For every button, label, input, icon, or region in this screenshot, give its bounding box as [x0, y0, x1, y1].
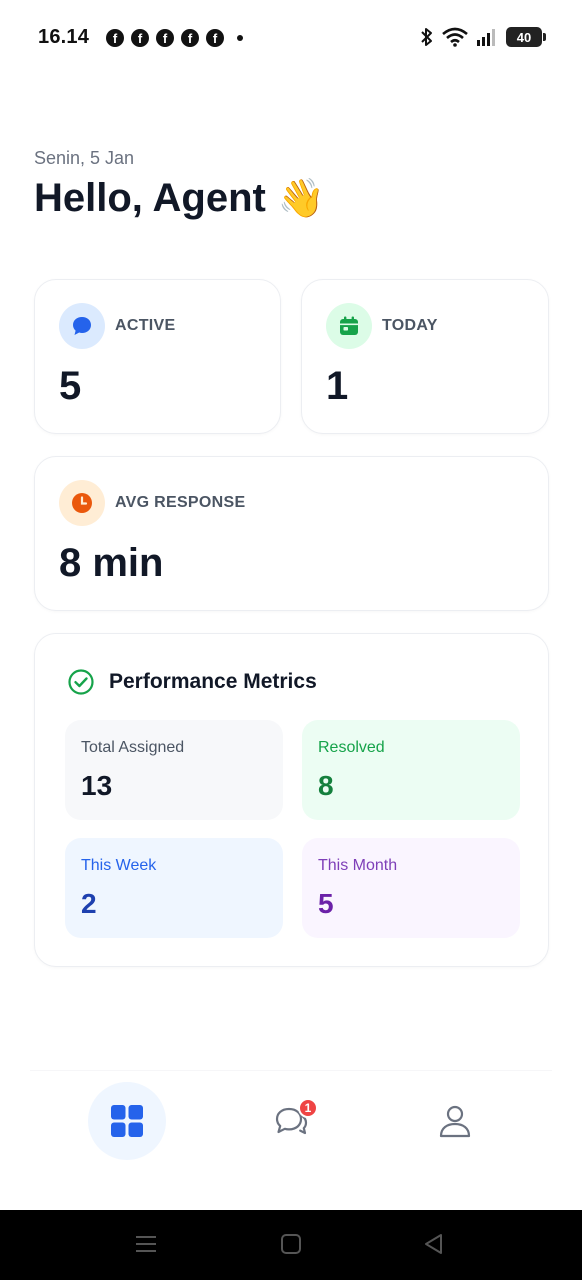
- chat-bubbles-icon: [275, 1107, 308, 1135]
- facebook-icon: f: [181, 29, 199, 47]
- today-stat-card[interactable]: TODAY 1: [301, 279, 549, 434]
- clock-icon: [59, 480, 105, 526]
- status-bar: 16.14 f f f f f 40: [0, 0, 582, 76]
- metric-label: Resolved: [318, 739, 385, 756]
- status-time: 16.14: [38, 26, 90, 48]
- performance-header: Performance Metrics: [67, 668, 317, 696]
- user-icon: [439, 1105, 471, 1138]
- wifi-icon: [442, 27, 468, 47]
- nav-chats[interactable]: 1: [252, 1082, 330, 1160]
- nav-dashboard[interactable]: [88, 1082, 166, 1160]
- avg-response-stat-card[interactable]: AVG RESPONSE 8 min: [34, 456, 549, 611]
- active-stat-card[interactable]: ACTIVE 5: [34, 279, 281, 434]
- metric-label: This Week: [81, 857, 157, 874]
- recent-apps-icon[interactable]: [134, 1232, 158, 1256]
- metric-value: 5: [318, 888, 334, 919]
- greeting-text: Hello, Agent: [34, 176, 266, 220]
- current-date: Senin, 5 Jan: [34, 148, 135, 168]
- bluetooth-icon: [421, 28, 432, 46]
- signal-icon: [477, 29, 495, 46]
- more-notifications-dot: [237, 35, 243, 41]
- metric-label: This Month: [318, 857, 398, 874]
- grid-icon: [111, 1105, 143, 1137]
- avg-response-value: 8 min: [59, 541, 164, 585]
- unread-badge: 1: [298, 1098, 318, 1118]
- greeting-heading: Hello, Agent 👋: [34, 176, 325, 221]
- waving-hand-emoji: 👋: [277, 177, 326, 220]
- active-label: ACTIVE: [115, 317, 176, 334]
- notification-icons: f f f f f: [106, 29, 243, 47]
- system-navigation-bar: [0, 1210, 582, 1280]
- check-circle-icon: [68, 669, 94, 695]
- system-icons: 40: [420, 26, 546, 48]
- nav-profile[interactable]: [416, 1082, 494, 1160]
- avg-response-label: AVG RESPONSE: [115, 494, 246, 511]
- back-icon[interactable]: [422, 1232, 446, 1256]
- active-value: 5: [59, 364, 82, 408]
- battery-icon: 40: [506, 27, 546, 47]
- today-value: 1: [326, 364, 349, 408]
- metric-value: 8: [318, 770, 334, 801]
- metric-this-month: This Month 5: [302, 838, 520, 938]
- today-label: TODAY: [382, 317, 438, 334]
- metric-resolved: Resolved 8: [302, 720, 520, 820]
- calendar-icon: [326, 303, 372, 349]
- home-icon[interactable]: [279, 1232, 303, 1256]
- bottom-navigation: 1: [30, 1070, 552, 1180]
- facebook-icon: f: [131, 29, 149, 47]
- performance-title: Performance Metrics: [109, 670, 317, 693]
- facebook-icon: f: [106, 29, 124, 47]
- metric-value: 2: [81, 888, 97, 919]
- metric-value: 13: [81, 770, 113, 801]
- metric-total-assigned: Total Assigned 13: [65, 720, 283, 820]
- chat-bubble-icon: [59, 303, 105, 349]
- metric-this-week: This Week 2: [65, 838, 283, 938]
- performance-metrics-card: Performance Metrics Total Assigned 13 Re…: [34, 633, 549, 967]
- facebook-icon: f: [156, 29, 174, 47]
- facebook-icon: f: [206, 29, 224, 47]
- metric-label: Total Assigned: [81, 739, 185, 756]
